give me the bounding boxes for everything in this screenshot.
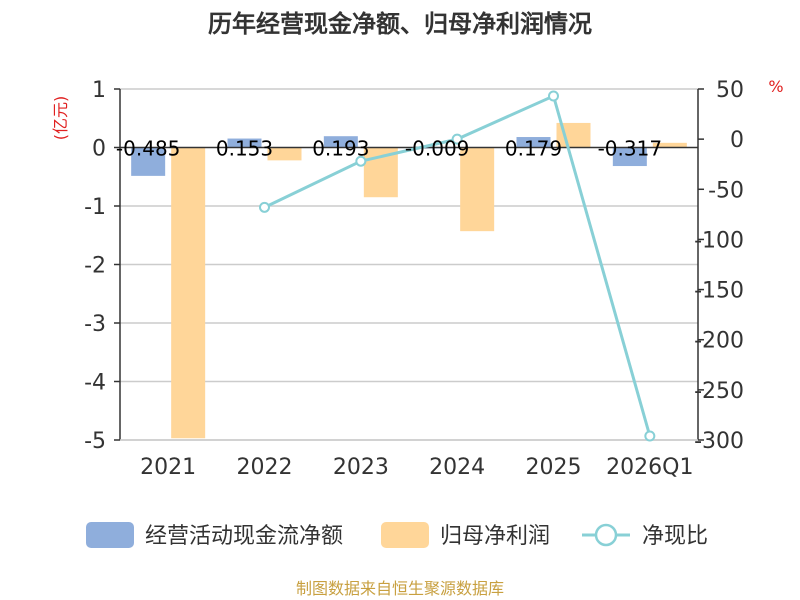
bar-cash-flow xyxy=(227,138,262,148)
legend-swatch-cash xyxy=(86,522,134,548)
legend-label-ratio: 净现比 xyxy=(642,524,708,549)
ratio-point xyxy=(259,201,270,213)
axes xyxy=(114,88,704,441)
left-tick-label: -3 xyxy=(84,312,106,337)
cash-flow-data-label: -0.485 xyxy=(116,137,180,161)
legend-label-profit: 归母净利润 xyxy=(440,524,550,549)
cash-flow-data-label: -0.009 xyxy=(405,137,469,161)
ratio-line xyxy=(259,90,656,442)
right-axis-unit: % xyxy=(768,77,783,96)
left-axis-unit: (亿元) xyxy=(51,96,70,141)
right-tick-label: -300 xyxy=(694,429,744,454)
x-tick-label: 2023 xyxy=(333,455,389,480)
ratio-point xyxy=(451,133,463,145)
x-tick-label: 2025 xyxy=(526,455,582,480)
bar-net-profit xyxy=(652,142,687,148)
bars xyxy=(131,122,687,439)
cash-flow-data-label: -0.317 xyxy=(598,137,662,161)
legend-swatch-ratio-marker xyxy=(594,523,618,547)
left-tick-label: -2 xyxy=(84,254,106,279)
x-tick-label: 2026Q1 xyxy=(606,455,693,480)
x-tick-label: 2021 xyxy=(140,455,196,480)
bar-cash-flow xyxy=(612,147,647,167)
x-tick-label: 2024 xyxy=(429,455,485,480)
left-tick-label: 1 xyxy=(92,78,106,103)
right-tick-label: -100 xyxy=(694,228,744,253)
chart-title: 历年经营现金净额、归母净利润情况 xyxy=(208,10,592,38)
ratio-point xyxy=(548,90,559,102)
right-tick-label: 0 xyxy=(730,128,744,153)
bar-cash-flow xyxy=(131,147,166,176)
legend-swatch-profit xyxy=(381,522,429,548)
legend-label-cash: 经营活动现金流净额 xyxy=(145,524,343,549)
right-tick-label: -150 xyxy=(694,279,744,304)
ratio-point xyxy=(644,430,656,442)
bar-cash-flow xyxy=(323,136,358,148)
right-tick-label: 50 xyxy=(716,78,744,103)
bar-net-profit xyxy=(460,147,495,232)
ratio-point xyxy=(355,155,367,167)
x-tick-label: 2022 xyxy=(237,455,293,480)
bar-cash-flow xyxy=(516,137,551,148)
data-labels: -0.485 0.153 0.193 -0.009 0.179 -0.317 xyxy=(116,137,662,161)
left-tick-label: -5 xyxy=(84,429,106,454)
right-tick-label: -50 xyxy=(708,178,744,203)
bar-net-profit xyxy=(171,147,206,439)
bar-net-profit xyxy=(267,147,302,161)
cash-flow-data-label: 0.153 xyxy=(216,137,273,161)
left-tick-label: -1 xyxy=(84,195,106,220)
right-tick-label: -250 xyxy=(694,379,744,404)
left-tick-label: -4 xyxy=(84,371,106,396)
legend: 经营活动现金流净额 归母净利润 净现比 xyxy=(86,522,708,549)
data-source: 制图数据来自恒生聚源数据库 xyxy=(296,579,504,598)
right-tick-label: -200 xyxy=(694,329,744,354)
left-tick-label: 0 xyxy=(92,137,106,162)
cash-flow-data-label: 0.179 xyxy=(505,137,562,161)
cash-flow-data-label: 0.193 xyxy=(312,137,369,161)
tick-labels: 10-1-2-3-4-5500-50-100-150-200-250-30020… xyxy=(84,78,744,480)
